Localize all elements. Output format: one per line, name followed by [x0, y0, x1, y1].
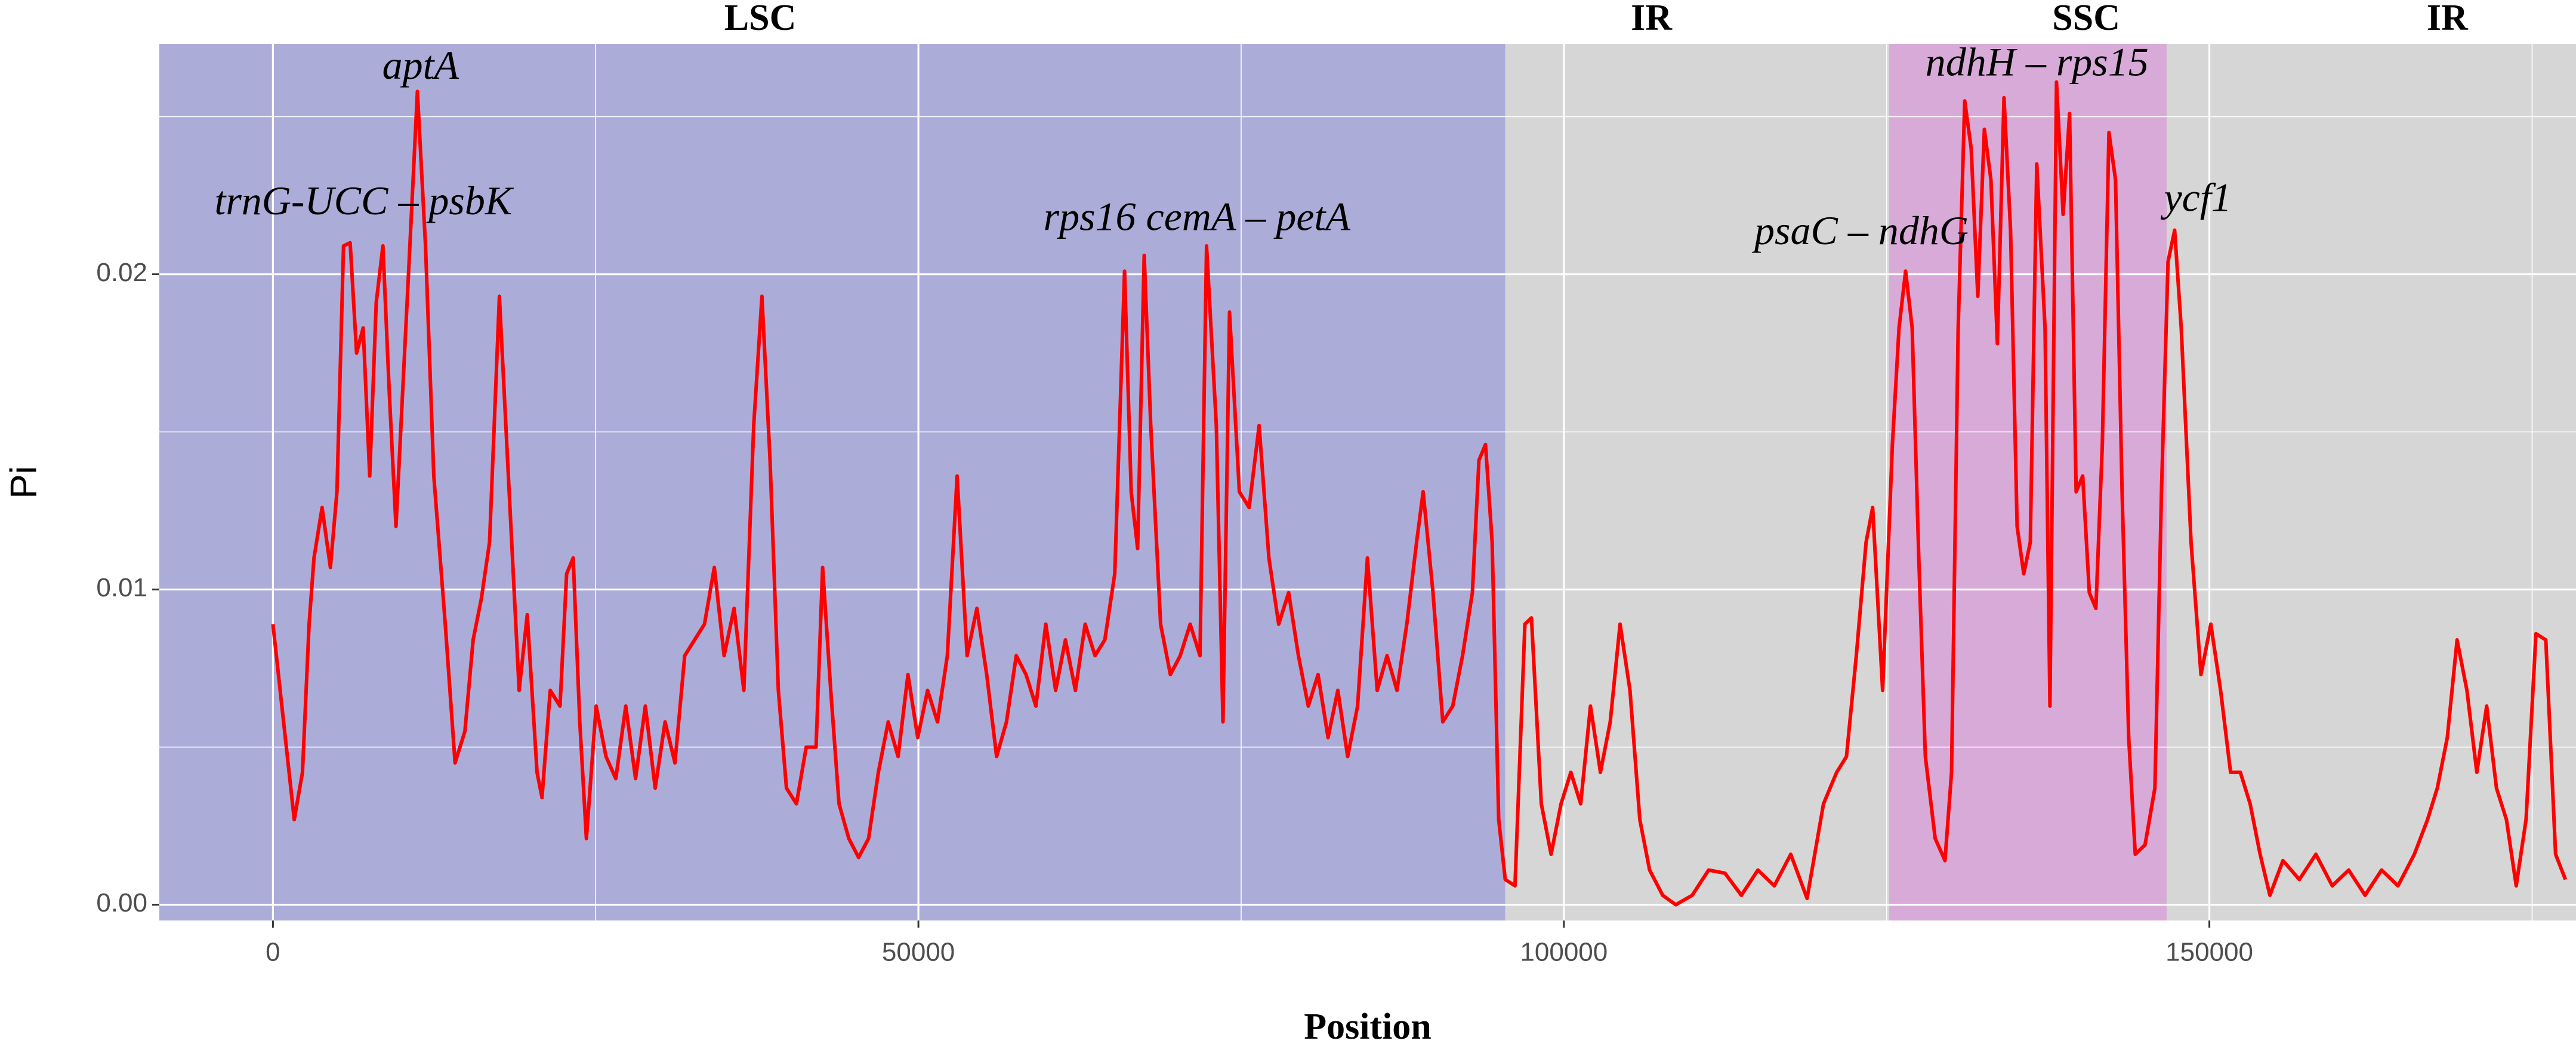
region-label: IR: [2427, 0, 2469, 38]
region-label: IR: [1631, 0, 1673, 38]
x-tick-label: 50000: [882, 938, 955, 967]
x-tick-label: 150000: [2165, 938, 2253, 967]
data-line: [271, 80, 2568, 907]
annotation: ycf1: [2160, 175, 2231, 220]
x-tick-label: 100000: [1520, 938, 1608, 967]
y-axis-title: Pi: [3, 466, 44, 498]
region-label: SSC: [2052, 0, 2120, 38]
x-axis-title: Position: [1304, 1006, 1432, 1047]
annotation: ndhH – rps15: [1926, 39, 2149, 85]
y-tick-label: 0.00: [96, 888, 147, 917]
y-tick-label: 0.02: [96, 258, 147, 287]
region-label: LSC: [724, 0, 797, 38]
region-band: [159, 44, 1506, 920]
annotation: aptA: [382, 42, 459, 88]
annotation: psaC – ndhG: [1752, 208, 1969, 253]
y-tick-label: 0.01: [96, 573, 147, 602]
region-band: [2166, 44, 2576, 920]
annotation: rps16 cemA – petA: [1044, 193, 1351, 239]
x-tick-label: 0: [266, 938, 280, 967]
annotation: trnG-UCC – psbK: [214, 178, 514, 223]
